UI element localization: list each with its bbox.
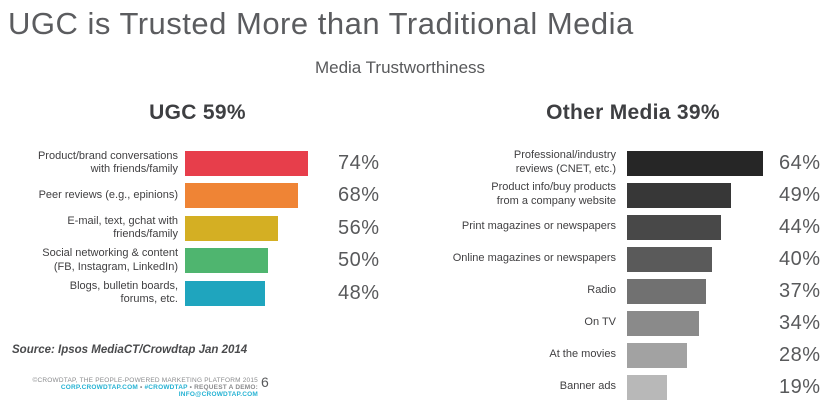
source-note: Source: Ipsos MediaCT/Crowdtap Jan 2014 <box>12 344 248 356</box>
chart-row: Product/brand conversations with friends… <box>0 147 395 180</box>
footer-demo-label: REQUEST A DEMO: <box>194 384 258 391</box>
chart-row: Professional/industry reviews (CNET, etc… <box>413 147 825 179</box>
footer-demo-email-link[interactable]: INFO@CROWDTAP.COM <box>178 391 258 398</box>
other-media-chart-rows: Professional/industry reviews (CNET, etc… <box>413 147 825 403</box>
bar-track <box>185 150 338 176</box>
chart-row: On TV 34% <box>413 307 825 339</box>
chart-row: Print magazines or newspapers 44% <box>413 211 825 243</box>
category-label: Professional/industry reviews (CNET, etc… <box>513 149 616 175</box>
value-label: 40% <box>779 247 821 270</box>
category-label: Peer reviews (e.g., epinions) <box>38 188 178 201</box>
other-media-chart: Other Media 39% Professional/industry re… <box>413 95 825 400</box>
category-label: Online magazines or newspapers <box>452 252 616 265</box>
value-label: 37% <box>779 279 821 302</box>
value-label: 19% <box>779 375 821 398</box>
value-label: 74% <box>338 151 380 174</box>
bar-track <box>627 342 779 368</box>
bar-track <box>627 374 779 400</box>
page-number: 6 <box>261 374 269 390</box>
footer-links: CORP.CROWDTAP.COM • #CROWDTAP • REQUEST … <box>10 384 258 398</box>
bar-track <box>627 246 779 272</box>
bar-track <box>185 215 338 241</box>
bar <box>627 374 668 400</box>
bar-track <box>627 182 779 208</box>
bar <box>627 150 764 176</box>
bar <box>627 246 713 272</box>
bar <box>185 248 268 274</box>
category-label: On TV <box>584 316 616 329</box>
bar <box>185 280 265 306</box>
chart-subtitle: Media Trustworthiness <box>314 58 486 77</box>
footer-site-link[interactable]: CORP.CROWDTAP.COM <box>60 384 138 391</box>
chart-row: Social networking & content (FB, Instagr… <box>0 245 395 278</box>
chart-row: Banner ads 19% <box>413 371 825 403</box>
value-label: 28% <box>779 343 821 366</box>
category-label: Social networking & content (FB, Instagr… <box>42 247 178 273</box>
category-label: Print magazines or newspapers <box>461 220 616 233</box>
bar <box>185 215 278 241</box>
value-label: 56% <box>338 216 380 239</box>
value-label: 48% <box>338 281 380 304</box>
bar-track <box>627 214 779 240</box>
value-label: 49% <box>779 183 821 206</box>
chart-row: At the movies 28% <box>413 339 825 371</box>
footer-copyright: ©CROWDTAP, THE PEOPLE-POWERED MARKETING … <box>32 377 258 384</box>
bar <box>627 182 732 208</box>
chart-row: Blogs, bulletin boards, forums, etc. 48% <box>0 277 395 310</box>
other-media-chart-title: Other Media 39% <box>546 101 720 124</box>
value-label: 50% <box>338 249 380 272</box>
bar-track <box>627 150 779 176</box>
category-label: At the movies <box>549 348 616 361</box>
footer-separator: • <box>189 384 193 391</box>
bar <box>185 150 308 176</box>
value-label: 68% <box>338 184 380 207</box>
category-label: Product info/buy products from a company… <box>491 181 616 207</box>
bar-track <box>185 280 338 306</box>
bar <box>627 342 687 368</box>
bar-track <box>185 248 338 274</box>
bar <box>627 278 706 304</box>
page-title: UGC is Trusted More than Traditional Med… <box>8 6 634 41</box>
bar-track <box>627 278 779 304</box>
ugc-chart-rows: Product/brand conversations with friends… <box>0 147 395 310</box>
chart-row: Radio 37% <box>413 275 825 307</box>
bar <box>627 310 700 336</box>
footer-hashtag-link[interactable]: #CROWDTAP <box>144 384 188 391</box>
value-label: 44% <box>779 215 821 238</box>
value-label: 34% <box>779 311 821 334</box>
footer-separator: • <box>139 384 143 391</box>
bar-track <box>185 183 338 209</box>
category-label: E-mail, text, gchat with friends/family <box>67 214 178 241</box>
chart-row: Online magazines or newspapers 40% <box>413 243 825 275</box>
bar <box>627 214 721 240</box>
ugc-chart-title: UGC 59% <box>149 101 246 124</box>
category-label: Blogs, bulletin boards, forums, etc. <box>69 279 178 306</box>
chart-row: Product info/buy products from a company… <box>413 179 825 211</box>
footer: ©CROWDTAP, THE PEOPLE-POWERED MARKETING … <box>10 377 258 398</box>
chart-row: E-mail, text, gchat with friends/family 5… <box>0 212 395 245</box>
bar <box>185 183 298 209</box>
value-label: 64% <box>779 151 821 174</box>
category-label: Product/brand conversations with friends… <box>37 149 178 176</box>
category-label: Radio <box>587 284 616 297</box>
chart-row: Peer reviews (e.g., epinions) 68% <box>0 180 395 213</box>
bar-track <box>627 310 779 336</box>
ugc-chart: UGC 59% Product/brand conversations with… <box>0 95 395 306</box>
category-label: Banner ads <box>559 380 616 393</box>
